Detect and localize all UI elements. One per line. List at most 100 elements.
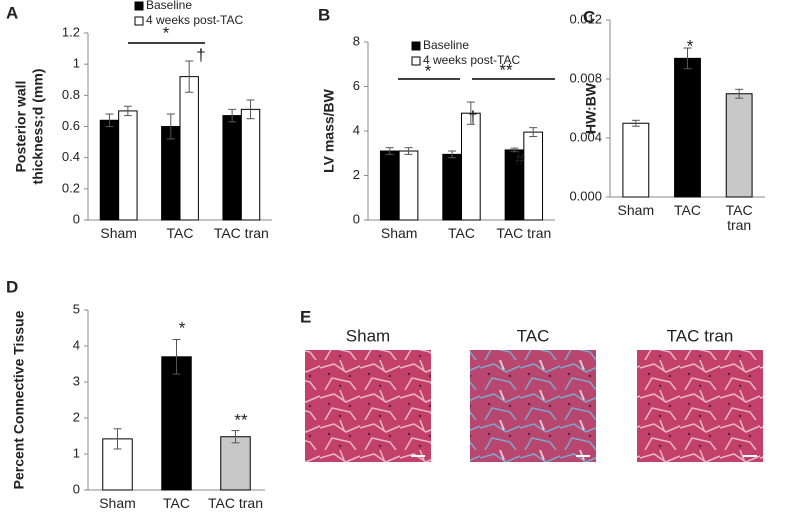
x-tick-label: TAC	[674, 203, 701, 218]
legend-label: Baseline	[423, 38, 469, 52]
error-bar	[448, 150, 457, 159]
y-tick-label: 3	[73, 373, 80, 388]
y-tick-label: 0.008	[569, 70, 602, 85]
bar	[523, 131, 544, 221]
x-tick-label-box: TAC tran	[725, 203, 753, 233]
legend-label: Baseline	[146, 0, 192, 12]
y-tick-label: 0.4	[62, 149, 80, 164]
x-tick-label-box: TAC tran	[208, 496, 263, 511]
y-tick-label: 4	[73, 337, 80, 352]
x-tick-label: TAC tran	[725, 203, 753, 233]
error-bar	[185, 60, 194, 93]
annotation: *	[163, 23, 170, 42]
x-tick-label-box: TAC	[674, 203, 701, 218]
panel-label: D	[6, 277, 18, 296]
y-tick-label: 4	[353, 122, 360, 137]
bar	[240, 108, 261, 221]
x-tick-label: Sham	[617, 203, 655, 218]
y-tick-label: 1.2	[62, 24, 80, 39]
x-tick-label: TAC tran	[213, 226, 269, 241]
y-tick-label: 2	[73, 409, 80, 424]
bar	[725, 93, 753, 198]
bar	[118, 110, 138, 221]
x-tick-label-box: TAC	[448, 226, 475, 241]
y-axis-label: Posterior wall	[13, 81, 29, 173]
x-tick-label-box: TAC	[166, 226, 194, 241]
x-tick-label: Sham	[99, 496, 136, 511]
annotation: **	[234, 410, 248, 429]
y-axis-label: HW:BW	[583, 82, 599, 134]
x-tick-label: TAC	[163, 496, 190, 511]
annotation: *	[425, 61, 432, 80]
x-tick-label-box: Sham	[100, 226, 137, 241]
y-tick-label: 0.2	[62, 180, 80, 195]
error-bar	[466, 101, 475, 125]
image-label: TAC	[517, 326, 550, 345]
legend-label: 4 weeks post-TAC	[146, 13, 243, 27]
x-tick-label-box: Sham	[99, 496, 136, 511]
legend-swatch	[134, 1, 144, 11]
error-bar	[113, 428, 122, 450]
bar	[179, 76, 199, 221]
y-tick-label: 0.000	[569, 188, 602, 203]
bar	[442, 153, 462, 221]
error-bar	[172, 339, 181, 375]
bar	[99, 119, 120, 221]
x-tick-label-box: Sham	[380, 226, 418, 241]
histology-image	[305, 350, 431, 462]
error-bar	[123, 105, 132, 117]
y-tick-label: 0.012	[569, 11, 602, 26]
x-tick-label-box: TAC tran	[496, 226, 551, 241]
legend-label: 4 weeks post-TAC	[423, 53, 520, 67]
y-axis-label: LV mass/BW	[321, 88, 337, 173]
panel-label: C	[583, 7, 595, 26]
x-tick-label-box: TAC tran	[213, 226, 269, 241]
error-bar	[735, 88, 744, 99]
legend-swatch	[134, 16, 144, 26]
y-tick-label: 0	[353, 211, 360, 226]
error-bar	[510, 147, 519, 153]
histology-image	[470, 350, 596, 462]
x-tick-label-box: TAC	[163, 496, 190, 511]
error-bar	[231, 430, 240, 444]
annotation: †	[468, 107, 477, 126]
y-axis-label: Percent Connective Tissue	[11, 310, 27, 489]
x-tick-label: Sham	[380, 226, 418, 241]
x-tick-label: Sham	[100, 226, 137, 241]
bar	[622, 122, 650, 198]
error-bar	[683, 47, 692, 70]
bar	[398, 150, 419, 221]
y-tick-label: 0.6	[62, 118, 80, 133]
legend-swatch	[411, 41, 421, 51]
bar	[161, 126, 181, 221]
bar	[379, 150, 400, 221]
error-bar	[228, 108, 237, 123]
bar	[222, 115, 242, 221]
y-axis-label: thickness;d (mm)	[30, 69, 46, 185]
image-label: Sham	[346, 326, 390, 345]
histology-image	[637, 350, 763, 462]
y-tick-label: 2	[353, 167, 360, 182]
annotation: **	[499, 60, 513, 79]
y-tick-label: 5	[73, 301, 80, 316]
error-bar	[529, 127, 538, 138]
error-bar	[385, 147, 394, 155]
y-tick-label: 6	[353, 78, 360, 93]
y-tick-label: 0.004	[569, 129, 602, 144]
legend-swatch	[411, 56, 421, 66]
x-tick-label-box: Sham	[617, 203, 655, 218]
x-tick-label: TAC tran	[208, 496, 263, 511]
error-bar	[105, 113, 114, 127]
y-tick-label: 1	[73, 56, 80, 71]
y-tick-label: 1	[73, 445, 80, 460]
y-tick-label: 0	[73, 481, 80, 496]
annotation: †	[196, 45, 205, 64]
x-tick-label: TAC	[166, 226, 194, 241]
annotation: #	[515, 149, 525, 168]
bar	[674, 57, 701, 198]
bar	[461, 112, 481, 221]
annotation: *	[687, 36, 694, 55]
panel-label: B	[318, 5, 330, 24]
annotation: *	[179, 318, 186, 337]
